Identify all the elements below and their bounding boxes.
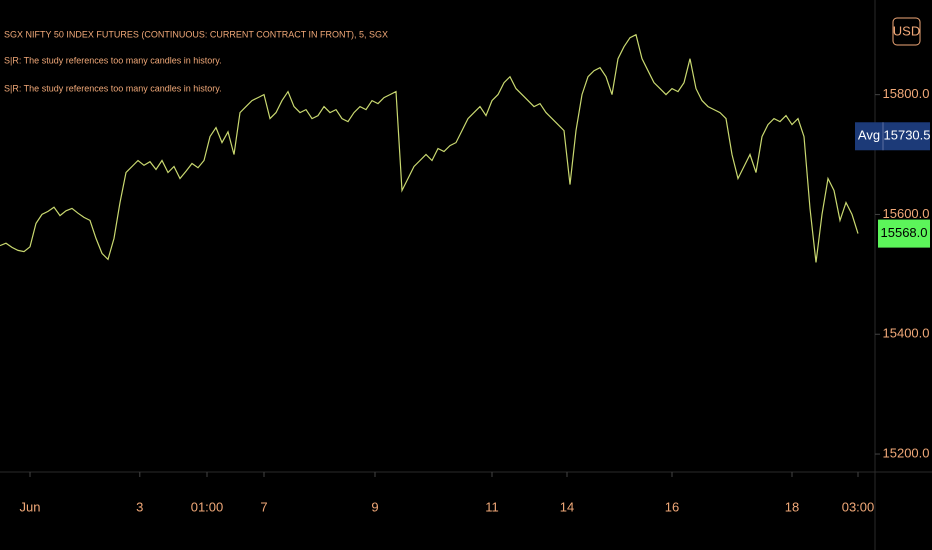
y-tick-label: 15600.0: [883, 206, 930, 221]
y-tick-label: 15800.0: [883, 86, 930, 101]
last-price-marker: [878, 219, 930, 248]
currency-box[interactable]: [892, 17, 921, 46]
x-tick-label: 11: [485, 499, 499, 514]
x-tick-label: Jun: [20, 499, 41, 514]
avg-value: 15730.5: [884, 128, 931, 143]
avg-marker: [855, 122, 930, 151]
x-tick-label: 18: [785, 499, 799, 514]
study-note: S|R: The study references too many candl…: [4, 83, 222, 93]
avg-label: Avg: [858, 128, 880, 143]
x-tick-label: 14: [560, 499, 574, 514]
y-tick-label: 15200.0: [883, 445, 930, 460]
x-tick-label: 7: [260, 499, 267, 514]
last-price-value: 15568.0: [881, 225, 928, 240]
x-tick-label: 16: [665, 499, 679, 514]
chart-title: SGX NIFTY 50 INDEX FUTURES (CONTINUOUS: …: [4, 29, 388, 39]
currency[interactable]: USD: [893, 23, 920, 38]
study-note: S|R: The study references too many candl…: [4, 55, 222, 65]
y-tick-label: 15400.0: [883, 326, 930, 341]
x-tick-label: 01:00: [191, 499, 224, 514]
x-tick-label: 03:00: [842, 499, 875, 514]
x-tick-label: 3: [136, 499, 143, 514]
price-line: [0, 33, 859, 263]
x-tick-label: 9: [371, 499, 378, 514]
